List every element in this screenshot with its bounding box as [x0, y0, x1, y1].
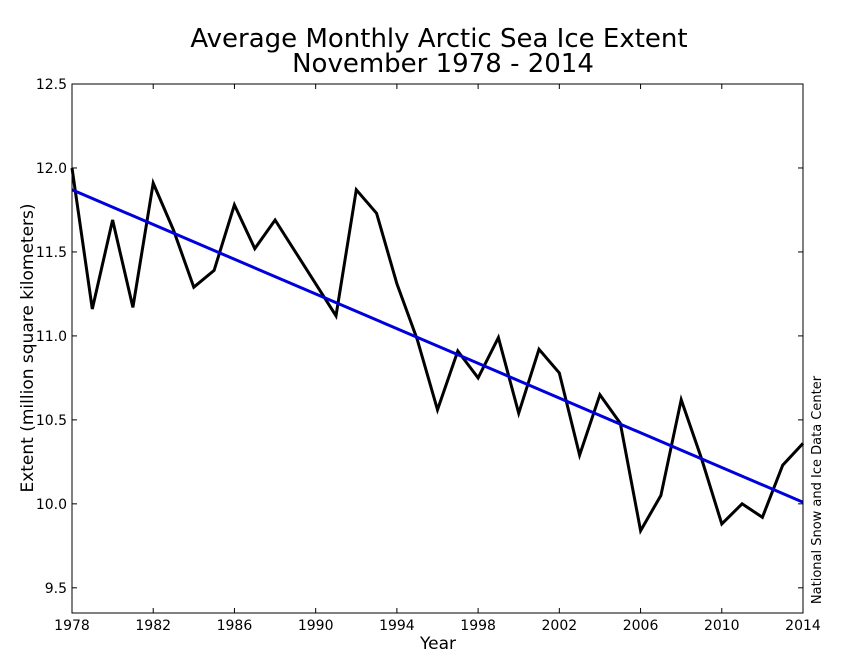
x-tick-label: 1990 [298, 618, 334, 634]
y-tick-label: 12.0 [36, 161, 67, 177]
chart-title: Average Monthly Arctic Sea Ice Extent [190, 24, 687, 54]
x-tick-label: 1982 [135, 618, 171, 634]
x-tick-label: 1994 [379, 618, 415, 634]
plot-frame [71, 83, 804, 614]
x-tick-label: 2006 [623, 618, 659, 634]
extent-series-line [70, 167, 805, 535]
x-axis-label: Year [419, 634, 456, 654]
x-tick-label: 1998 [460, 618, 496, 634]
series-layer [70, 167, 805, 535]
credit-label: National Snow and Ice Data Center [810, 375, 825, 604]
y-tick-label: 10.0 [36, 497, 67, 513]
trend-line [71, 188, 804, 504]
y-tick-label: 9.5 [45, 581, 67, 597]
y-tick-labels: 9.5 10.0 10.5 11.0 11.5 12.0 12.5 [36, 77, 67, 597]
y-tick-label: 10.5 [36, 413, 67, 429]
x-tick-label: 2014 [785, 618, 821, 634]
x-tick-label: 1986 [217, 618, 253, 634]
y-tick-label: 11.5 [36, 245, 67, 261]
y-tick-label: 11.0 [36, 329, 67, 345]
x-tick-label: 2010 [704, 618, 740, 634]
x-tick-label: 1978 [54, 618, 90, 634]
axis-ticks [71, 83, 804, 613]
x-tick-labels: 1978 1982 1986 1990 1994 1998 2002 2006 2010 2014 [54, 618, 821, 634]
chart-subtitle: November 1978 - 2014 [292, 49, 594, 79]
y-axis-label: Extent (million square kilometers) [18, 203, 38, 492]
x-tick-label: 2002 [542, 618, 578, 634]
y-tick-label: 12.5 [36, 77, 67, 93]
